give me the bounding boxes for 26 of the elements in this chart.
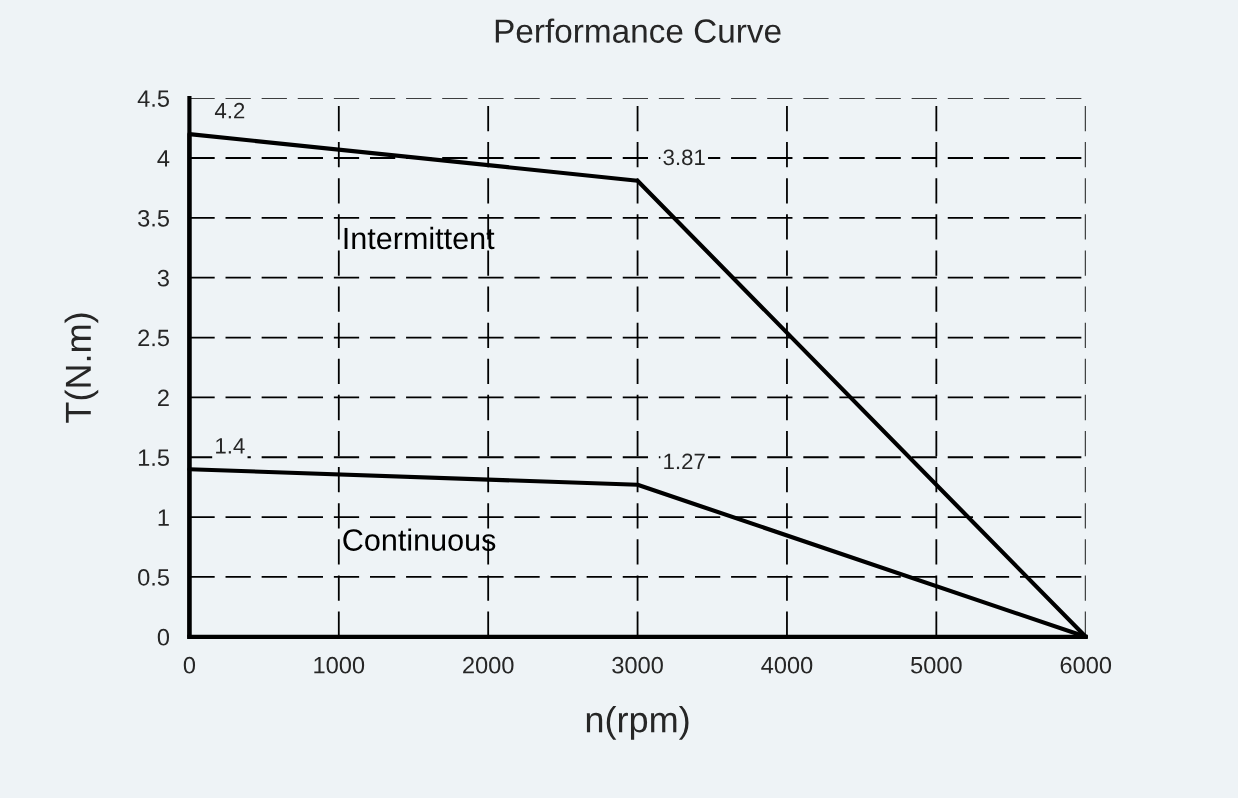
series-label: Continuous	[343, 528, 496, 551]
x-axis-title: n(rpm)	[586, 706, 689, 740]
x-tick-label: 2000	[463, 656, 514, 674]
x-tick-label: 0	[183, 656, 196, 674]
y-tick-label: 2	[158, 389, 169, 406]
y-tick-label: 1.5	[138, 449, 169, 467]
data-label: 3.81	[663, 149, 705, 166]
y-tick-label: 2.5	[138, 329, 169, 347]
y-tick-label: 4	[157, 150, 170, 167]
y-axis-title: T(N.m)	[64, 313, 99, 423]
data-label: 4.2	[214, 102, 245, 119]
x-tick-label: 4000	[761, 656, 813, 674]
x-tick-label: 6000	[1060, 656, 1112, 674]
y-tick-label: 1	[158, 509, 169, 526]
y-tick-label: 3	[157, 269, 169, 287]
x-tick-label: 3000	[612, 656, 663, 674]
y-tick-label: 0.5	[138, 569, 169, 586]
y-tick-label: 4.5	[137, 90, 169, 107]
y-tick-label: 0	[157, 628, 170, 646]
data-label: 1.4	[216, 438, 245, 454]
data-label: 1.27	[664, 453, 705, 470]
x-tick-label: 5000	[911, 656, 962, 674]
y-tick-label: 3.5	[138, 209, 169, 227]
x-tick-label: 1000	[314, 656, 365, 674]
chart-title: Performance Curve	[495, 18, 781, 43]
series-label: Intermittent	[344, 226, 495, 250]
